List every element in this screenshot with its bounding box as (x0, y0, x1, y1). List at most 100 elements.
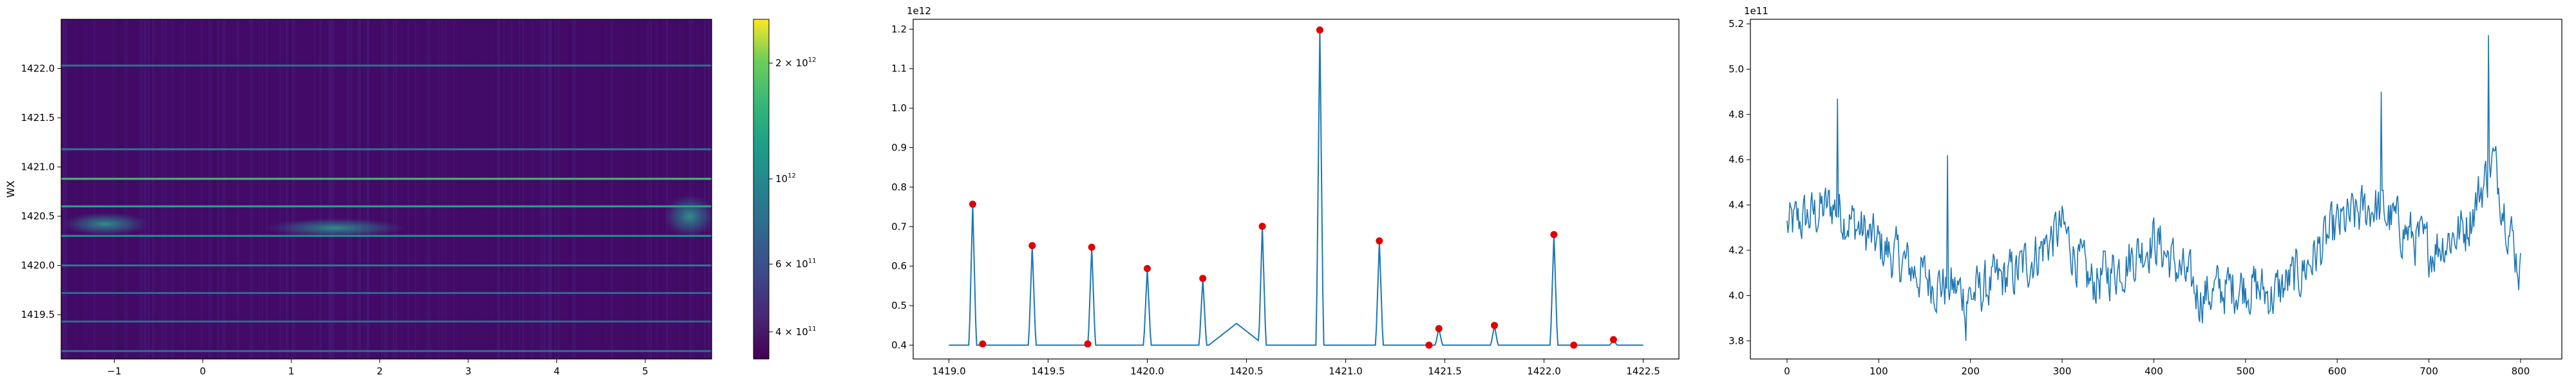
x-tick-label: 200 (1961, 365, 1980, 377)
x-tick-label: 3 (465, 365, 471, 377)
heatmap-streak (354, 19, 356, 359)
heatmap-streak (287, 19, 289, 359)
x-tick-label: 1419.5 (1031, 365, 1065, 377)
heatmap-streak (516, 19, 519, 359)
heatmap-streak (289, 19, 290, 359)
heatmap-streak (370, 19, 372, 359)
heatmap-frame (61, 19, 712, 360)
heatmap-streak (490, 19, 493, 359)
heatmap-streak (134, 19, 136, 359)
y-tick-label: 0.9 (891, 142, 907, 154)
heatmap-streak (169, 19, 171, 359)
heatmap-streak (249, 19, 251, 359)
heatmap-streak (323, 19, 326, 359)
heatmap-line (61, 264, 712, 267)
heatmap-streak (639, 19, 640, 359)
y-tick-label: 0.6 (891, 261, 907, 272)
peak-marker (1609, 336, 1617, 344)
heatmap-streak (208, 19, 211, 359)
heatmap-streak (689, 19, 692, 359)
heatmap-line (61, 350, 712, 353)
heatmap-streak (572, 19, 574, 359)
heatmap-streak (659, 19, 661, 359)
heatmap-streak (214, 19, 216, 359)
heatmap-streak (259, 19, 260, 359)
heatmap-streak (265, 19, 268, 359)
heatmap-streak (384, 19, 386, 359)
peak-marker (1028, 242, 1036, 250)
heatmap-streak (139, 19, 142, 359)
heatmap-streak (704, 19, 706, 359)
x-tick-label: −1 (107, 365, 121, 377)
heatmap-streak (348, 19, 349, 359)
heatmap-streak (647, 19, 649, 359)
heatmap-streak (66, 19, 69, 359)
peak-marker (1376, 237, 1383, 244)
heatmap-streak (678, 19, 680, 359)
y-tick-label: 1420.0 (21, 260, 55, 271)
heatmap-streak (152, 19, 154, 359)
series-line (949, 30, 1643, 346)
heatmap-streak (381, 19, 383, 359)
x-tick-label: 4 (554, 365, 560, 377)
heatmap-streak (62, 19, 64, 359)
heatmap-line (61, 64, 712, 67)
x-tick-label: 0 (200, 365, 206, 377)
heatmap-streak (574, 19, 576, 359)
heatmap-streak (417, 19, 419, 359)
heatmap-streak (329, 19, 331, 359)
heatmap-streak (164, 19, 167, 359)
heatmap-streak (431, 19, 433, 359)
heatmap-line (61, 178, 712, 180)
heatmap-streak (387, 19, 389, 359)
heatmap-streak (366, 19, 368, 359)
heatmap-streak (426, 19, 427, 359)
heatmap-streak (458, 19, 460, 359)
heatmap-streak (161, 19, 164, 359)
heatmap-streak (676, 19, 679, 359)
heatmap-streak (368, 19, 370, 359)
heatmap-streak (77, 19, 78, 359)
heatmap-streak (543, 19, 545, 359)
heatmap-streak (686, 19, 688, 359)
heatmap-streak (106, 19, 108, 359)
heatmap-streak (261, 19, 263, 359)
heatmap-streak (460, 19, 462, 359)
heatmap-streak (503, 19, 506, 359)
x-tick-label: 400 (2145, 365, 2163, 377)
y-tick-label: 0.4 (891, 340, 907, 351)
heatmap-streak (384, 19, 386, 359)
heatmap-streak (575, 19, 577, 359)
heatmap-streak (568, 19, 571, 359)
heatmap-streak (392, 19, 394, 359)
heatmap-streak (550, 19, 553, 359)
heatmap-streak (426, 19, 428, 359)
heatmap-streak (227, 19, 229, 359)
heatmap-streak (124, 19, 127, 359)
x-tick-label: 5 (642, 365, 649, 377)
heatmap-streak (237, 19, 239, 359)
peak-marker (1088, 243, 1095, 251)
series-line (1786, 35, 2521, 341)
heatmap-streak (147, 19, 150, 359)
heatmap-streak (507, 19, 509, 359)
heatmap-streak (494, 19, 496, 359)
heatmap-streak (215, 19, 217, 359)
heatmap-streak (217, 19, 219, 359)
peak-marker (1570, 342, 1578, 349)
heatmap-streak (115, 19, 116, 359)
heatmap-streak (71, 19, 73, 359)
y-tick-label: 4.8 (1728, 109, 1744, 120)
heatmap-streak (691, 19, 693, 359)
heatmap-streak (330, 19, 332, 359)
heatmap-streak (63, 19, 65, 359)
x-tick-label: 500 (2236, 365, 2255, 377)
heatmap-streak (501, 19, 504, 359)
heatmap-streak (184, 19, 185, 359)
heatmap-streak (695, 19, 696, 359)
heatmap-streak (117, 19, 118, 359)
heatmap-streak (329, 19, 331, 359)
heatmap-streak (702, 19, 704, 359)
heatmap-streak (223, 19, 225, 359)
colorbar: 4 × 1011 6 × 1011 1012 2 × 1012 (753, 19, 816, 360)
